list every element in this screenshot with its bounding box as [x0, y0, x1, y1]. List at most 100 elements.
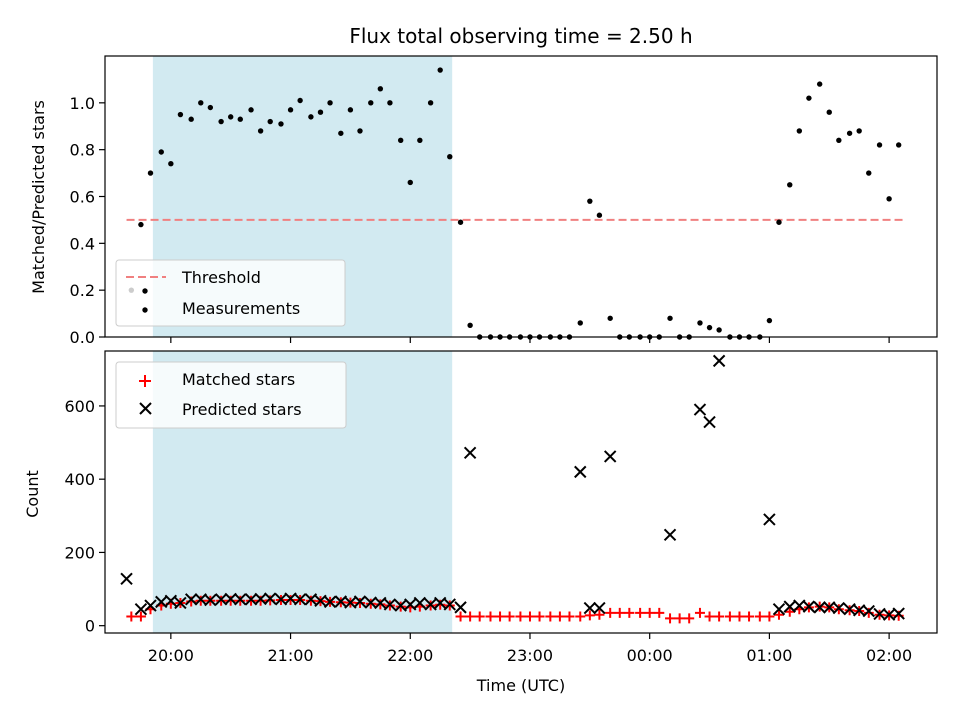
predicted-point — [413, 596, 427, 610]
predicted-point — [852, 604, 866, 617]
predicted-point — [663, 528, 677, 542]
predicted-point — [383, 598, 397, 611]
matched-point — [455, 611, 466, 622]
count-y-axis-label: Count — [23, 470, 42, 518]
matched-point — [644, 607, 655, 618]
legend-predicted-swatch — [139, 402, 152, 415]
measurement-point — [886, 196, 892, 202]
measurement-point — [297, 97, 303, 104]
matched-point — [495, 611, 506, 622]
matched-point — [575, 611, 586, 622]
measurement-point — [198, 100, 204, 106]
y-tick-label: 1.0 — [70, 94, 95, 113]
measurement-point — [716, 327, 722, 333]
count-legend: Matched stars Predicted stars — [115, 361, 347, 429]
predicted-point — [802, 600, 816, 613]
measurement-point — [278, 121, 284, 127]
y-tick-label: 0.0 — [70, 328, 95, 347]
measurement-point — [806, 95, 812, 101]
matched-point — [135, 611, 146, 622]
measurement-point — [347, 107, 354, 113]
legend-predicted-label: Predicted stars — [182, 400, 302, 419]
predicted-point — [813, 601, 826, 614]
measurement-point — [317, 109, 324, 115]
measurement-point — [248, 107, 254, 113]
matched-point — [564, 611, 575, 622]
matched-point — [545, 611, 556, 622]
ratio-legend: Threshold Measurements — [115, 259, 346, 327]
matched-point — [375, 599, 386, 610]
predicted-point — [214, 593, 228, 606]
predicted-point — [144, 599, 157, 612]
matched-point — [754, 611, 765, 622]
predicted-point — [284, 592, 297, 605]
measurement-point — [237, 116, 243, 122]
measurement-point — [596, 212, 603, 218]
x-tick-label: 21:00 — [267, 646, 313, 665]
predicted-point — [703, 415, 716, 429]
ratio-panel: 0.0 0.2 0.4 0.6 0.8 1.0 Matched/Predicted sta… — [29, 55, 938, 347]
measurement-point — [766, 317, 773, 324]
count-panel: 0 200 400 600 20:00 21:00 22:00 23:00 00:00 01:0… — [23, 350, 938, 665]
measurement-point — [138, 221, 144, 228]
matched-point — [126, 611, 137, 622]
measurement-point — [816, 81, 823, 87]
predicted-point — [274, 593, 288, 606]
predicted-point — [443, 598, 456, 611]
predicted-point — [254, 592, 267, 606]
matched-point — [534, 611, 545, 622]
predicted-point — [164, 594, 178, 607]
measurement-point — [697, 320, 703, 326]
matched-point — [246, 595, 257, 606]
measurement-point — [607, 315, 613, 321]
matched-point — [624, 607, 635, 618]
measurement-point — [587, 198, 593, 204]
measurement-point — [895, 142, 902, 148]
chart-title: Flux total observing time = 2.50 h — [349, 24, 692, 48]
predicted-point — [304, 593, 318, 606]
x-tick-label: 02:00 — [866, 646, 912, 665]
matched-point — [714, 611, 725, 622]
measurement-point — [377, 86, 384, 92]
measurement-point — [257, 128, 264, 134]
measurement-point — [357, 128, 363, 134]
y-tick-label: 400 — [64, 470, 95, 489]
legend-matched-label: Matched stars — [182, 370, 295, 389]
measurement-point — [417, 137, 423, 143]
y-tick-label: 0.6 — [70, 188, 95, 207]
y-tick-label: 600 — [64, 397, 95, 416]
predicted-point — [463, 446, 477, 460]
measurement-point — [177, 111, 184, 118]
matched-point — [195, 595, 206, 606]
matched-point — [354, 597, 365, 608]
measurement-point — [787, 182, 793, 188]
y-tick-label: 0.2 — [70, 281, 95, 300]
predicted-point — [234, 593, 247, 606]
ratio-legend-box — [115, 259, 346, 327]
predicted-point — [433, 596, 447, 610]
matched-point — [584, 610, 595, 621]
predicted-point — [184, 593, 198, 606]
predicted-point — [574, 465, 587, 479]
matched-point — [554, 611, 565, 622]
measurement-point — [387, 100, 393, 106]
predicted-point — [593, 601, 606, 615]
matched-point — [704, 611, 715, 622]
measurement-point — [577, 320, 583, 326]
measurement-point — [856, 128, 862, 134]
predicted-point — [693, 403, 707, 416]
predicted-point — [763, 513, 776, 526]
matched-point — [594, 609, 605, 620]
matched-point — [435, 599, 446, 610]
legend-matched-swatch — [139, 375, 151, 387]
x-tick-label: 23:00 — [507, 646, 553, 665]
measurement-point — [267, 118, 273, 125]
predicted-point — [424, 598, 437, 611]
predicted-point — [862, 604, 875, 618]
predicted-point — [583, 601, 597, 615]
measurement-point — [147, 170, 154, 176]
predicted-point — [404, 598, 417, 611]
measurement-point — [826, 109, 832, 115]
matched-point — [784, 606, 795, 617]
predicted-point — [174, 596, 187, 610]
